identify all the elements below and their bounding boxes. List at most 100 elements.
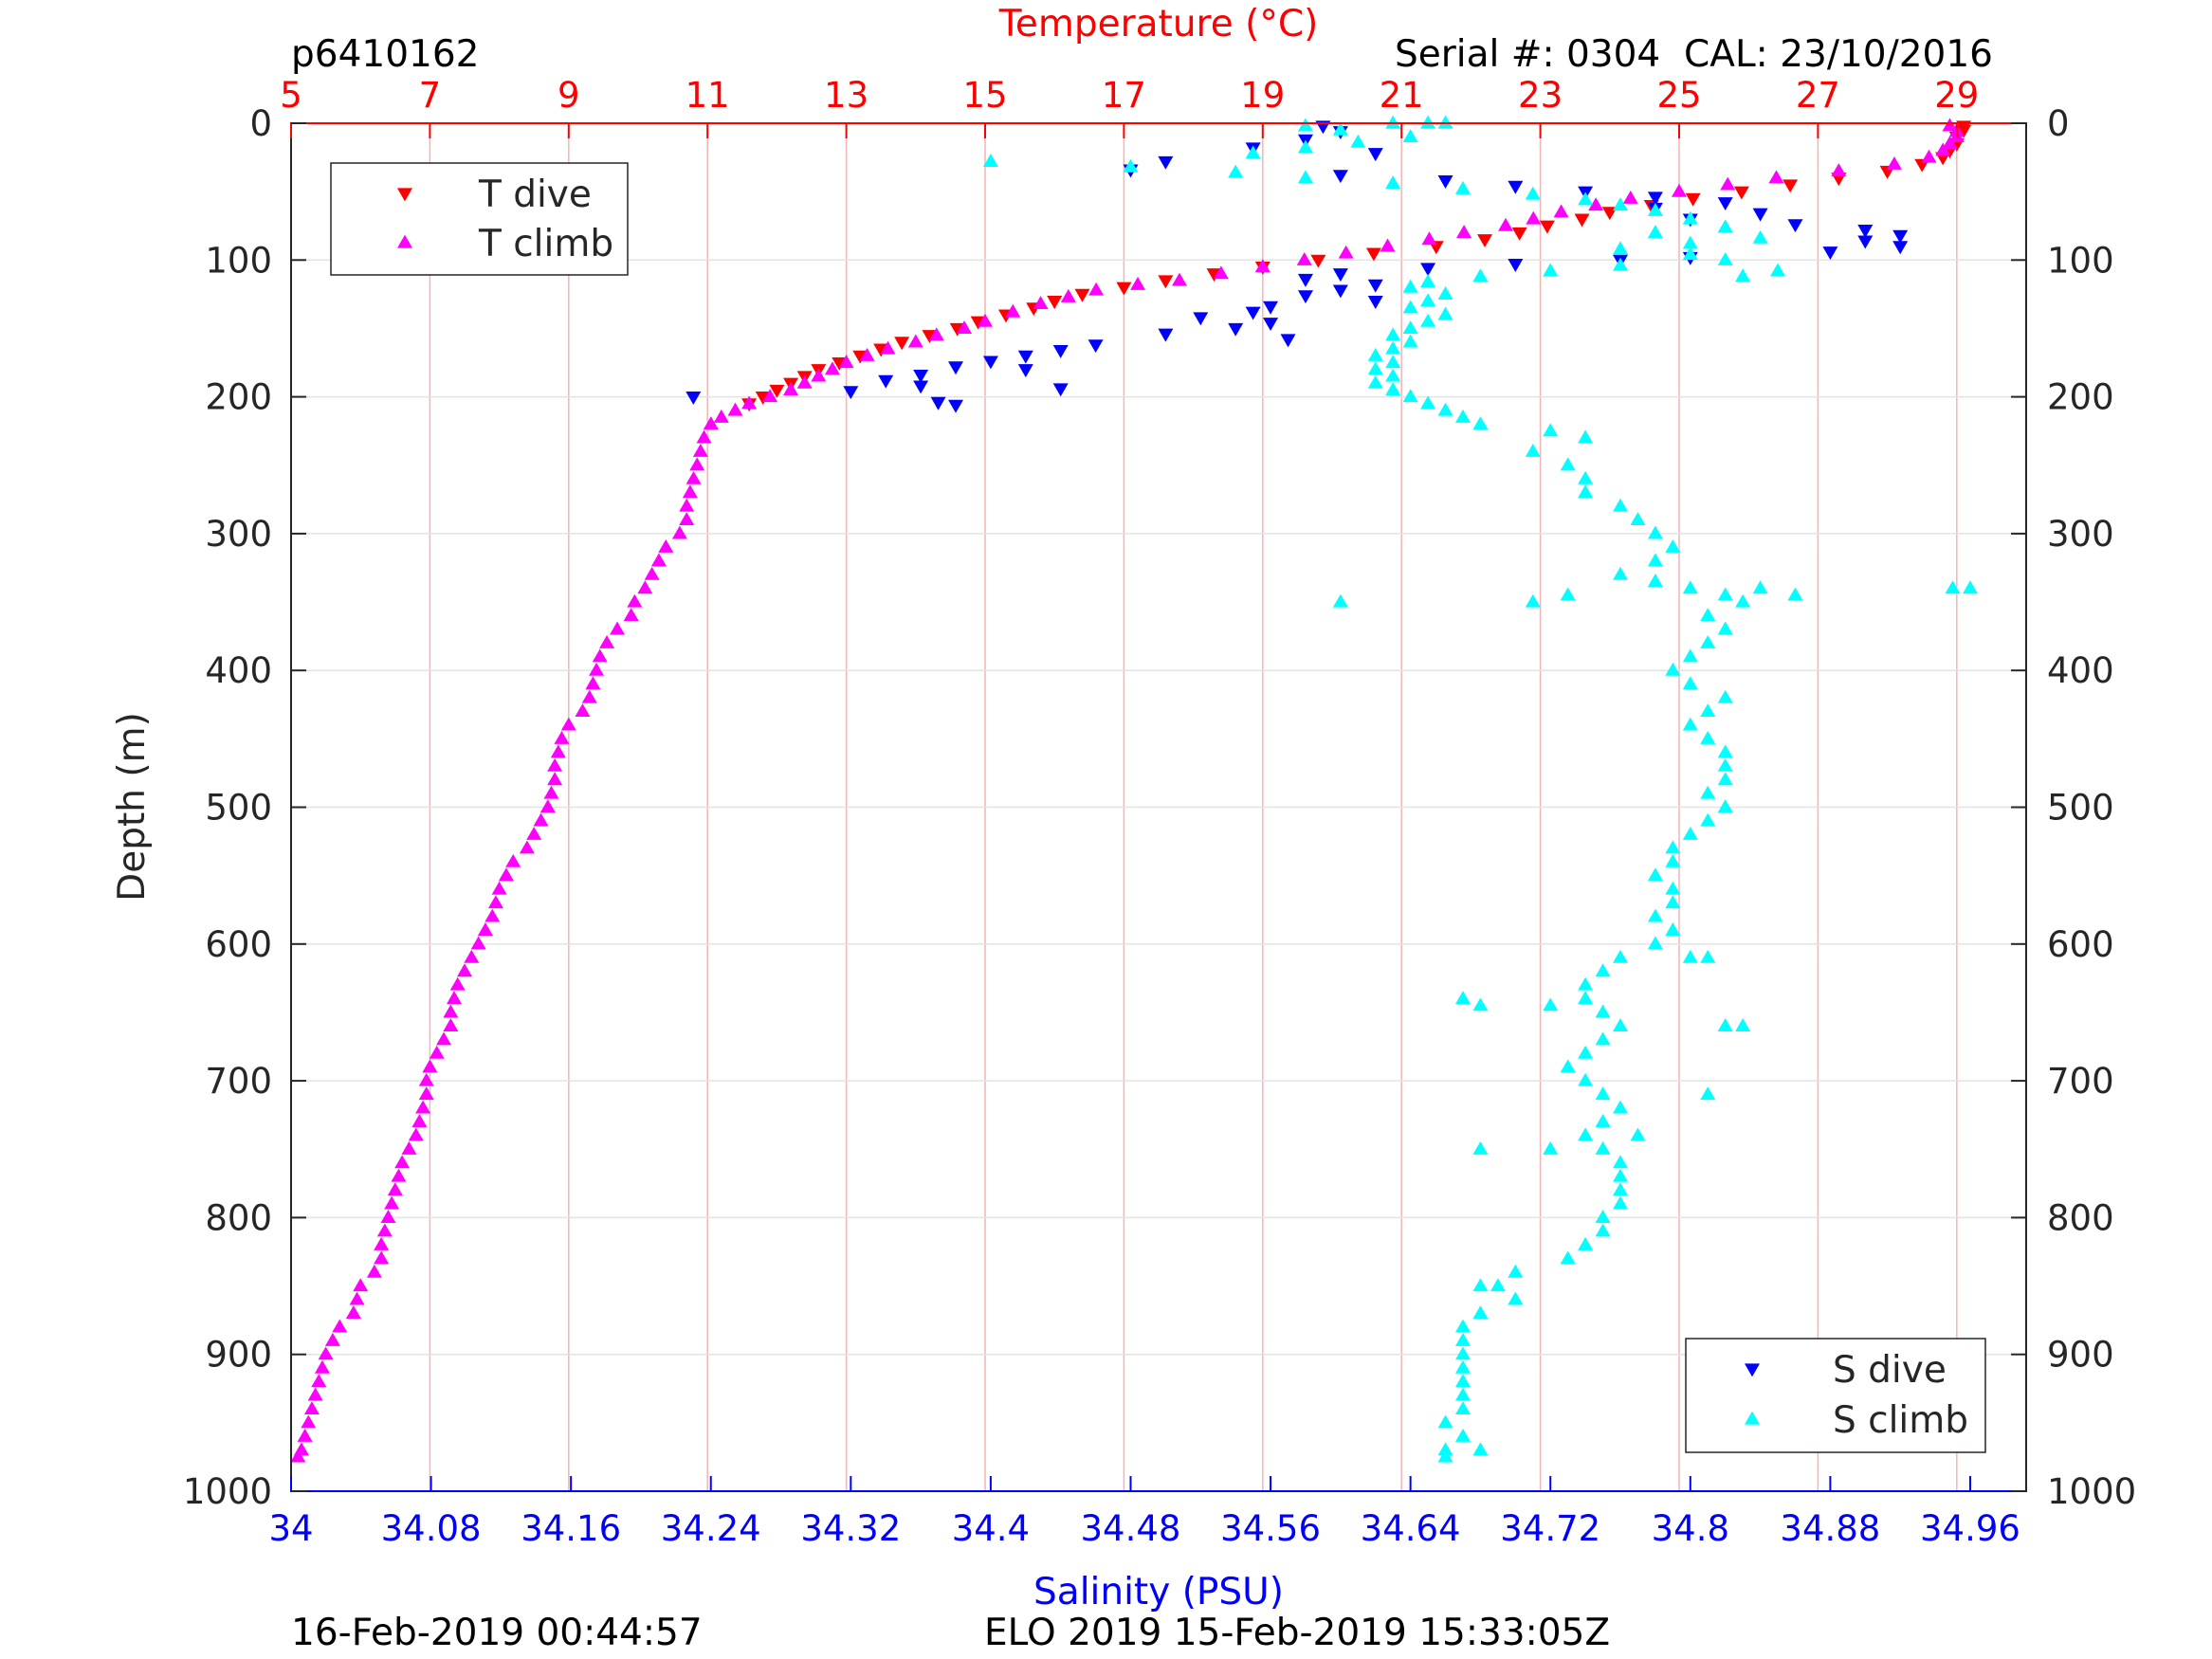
data-point — [686, 470, 702, 484]
salinity-ticks: 34 34.08 34.16 34.24 34.32 34.4 34.48 34.56 34.6… — [268, 1476, 2020, 1549]
depth-tick-label-right: 200 — [2047, 377, 2114, 418]
data-point — [1682, 827, 1698, 840]
data-point — [1578, 484, 1594, 499]
legend-t-dive-marker — [397, 188, 412, 202]
data-point — [1717, 219, 1733, 233]
data-point — [671, 525, 687, 539]
data-point — [1052, 344, 1069, 358]
data-point — [1578, 976, 1594, 991]
data-point — [1682, 648, 1698, 663]
footer-timestamp: 16-Feb-2019 00:44:57 — [291, 1612, 703, 1654]
data-point — [1088, 282, 1105, 296]
data-point — [682, 484, 698, 499]
data-point — [599, 634, 615, 648]
data-point — [314, 1359, 330, 1374]
data-point — [1437, 402, 1453, 416]
data-point — [610, 621, 626, 635]
data-point — [1228, 322, 1244, 337]
data-point — [1437, 115, 1453, 129]
data-point — [1385, 115, 1401, 129]
temperature-tick-label: 21 — [1380, 75, 1424, 116]
salinity-tick-label: 34.48 — [1081, 1508, 1181, 1549]
data-point — [303, 1401, 320, 1414]
data-point — [1647, 867, 1663, 882]
data-point — [1508, 1264, 1524, 1278]
data-point — [1578, 991, 1594, 1005]
data-point — [498, 867, 514, 882]
legend-t-dive-label: T dive — [478, 173, 592, 216]
data-point — [1647, 553, 1663, 567]
data-point — [1385, 175, 1401, 190]
data-point — [982, 154, 998, 167]
data-point — [575, 703, 591, 718]
data-point — [1005, 303, 1021, 318]
data-point — [1338, 245, 1354, 259]
data-point — [1613, 1195, 1629, 1210]
data-point — [380, 1210, 396, 1223]
data-point — [843, 386, 859, 400]
legend-temperature: T dive T climb — [330, 162, 629, 276]
data-point — [1595, 1140, 1611, 1155]
data-point — [1332, 268, 1348, 283]
data-point — [1892, 241, 1909, 255]
data-point — [1595, 1223, 1611, 1237]
data-point — [422, 1059, 438, 1073]
data-point — [623, 608, 639, 622]
data-point — [692, 443, 708, 457]
data-point — [418, 1086, 434, 1101]
data-point — [324, 1332, 340, 1346]
data-point — [526, 827, 542, 840]
data-point — [1402, 320, 1418, 335]
data-point — [1717, 744, 1733, 758]
data-point — [658, 538, 674, 553]
data-point — [1402, 334, 1418, 348]
data-point — [592, 648, 608, 663]
data-point — [1052, 383, 1069, 397]
data-point — [1033, 296, 1049, 310]
temperature-axis-label: Temperature (°C) — [998, 3, 1319, 46]
data-point — [1717, 757, 1733, 772]
depth-tick-label-right: 700 — [2047, 1061, 2114, 1102]
data-point — [1962, 580, 1978, 594]
data-point — [1700, 1086, 1716, 1101]
data-point — [1245, 306, 1261, 320]
depth-tick-label-left: 500 — [205, 788, 272, 829]
data-point — [505, 853, 521, 867]
data-point — [1665, 895, 1681, 909]
data-point — [376, 1223, 393, 1237]
data-point — [1454, 1332, 1471, 1346]
data-point — [1456, 225, 1472, 239]
data-point — [1613, 1018, 1629, 1031]
data-point — [1720, 176, 1736, 191]
data-point — [1857, 224, 1874, 238]
data-point — [1477, 234, 1493, 248]
data-point — [1613, 241, 1629, 255]
data-point — [1622, 191, 1638, 204]
data-point — [1768, 170, 1784, 184]
data-point — [1682, 246, 1698, 261]
salinity-tick-label: 34.64 — [1361, 1508, 1461, 1549]
data-point — [581, 689, 597, 703]
series-t-climb — [290, 118, 1965, 1463]
data-point — [1472, 997, 1489, 1012]
data-point — [907, 334, 923, 348]
data-point — [1886, 155, 1902, 170]
data-point — [1543, 997, 1559, 1012]
data-point — [1595, 1210, 1611, 1223]
depth-tick-label-left: 900 — [205, 1335, 272, 1376]
data-point — [679, 498, 695, 512]
data-point — [1700, 634, 1716, 648]
data-point — [1454, 1428, 1471, 1442]
data-point — [391, 1168, 407, 1182]
data-point — [1782, 179, 1799, 193]
data-point — [1831, 163, 1847, 177]
data-point — [1420, 274, 1436, 287]
data-point — [366, 1264, 382, 1278]
data-point — [1437, 306, 1453, 320]
legend-s-dive-marker — [1745, 1363, 1760, 1377]
data-point — [913, 380, 929, 394]
data-point — [1472, 416, 1489, 430]
data-point — [1332, 593, 1348, 608]
data-point — [353, 1278, 369, 1292]
depth-tick-label-left: 600 — [205, 924, 272, 965]
